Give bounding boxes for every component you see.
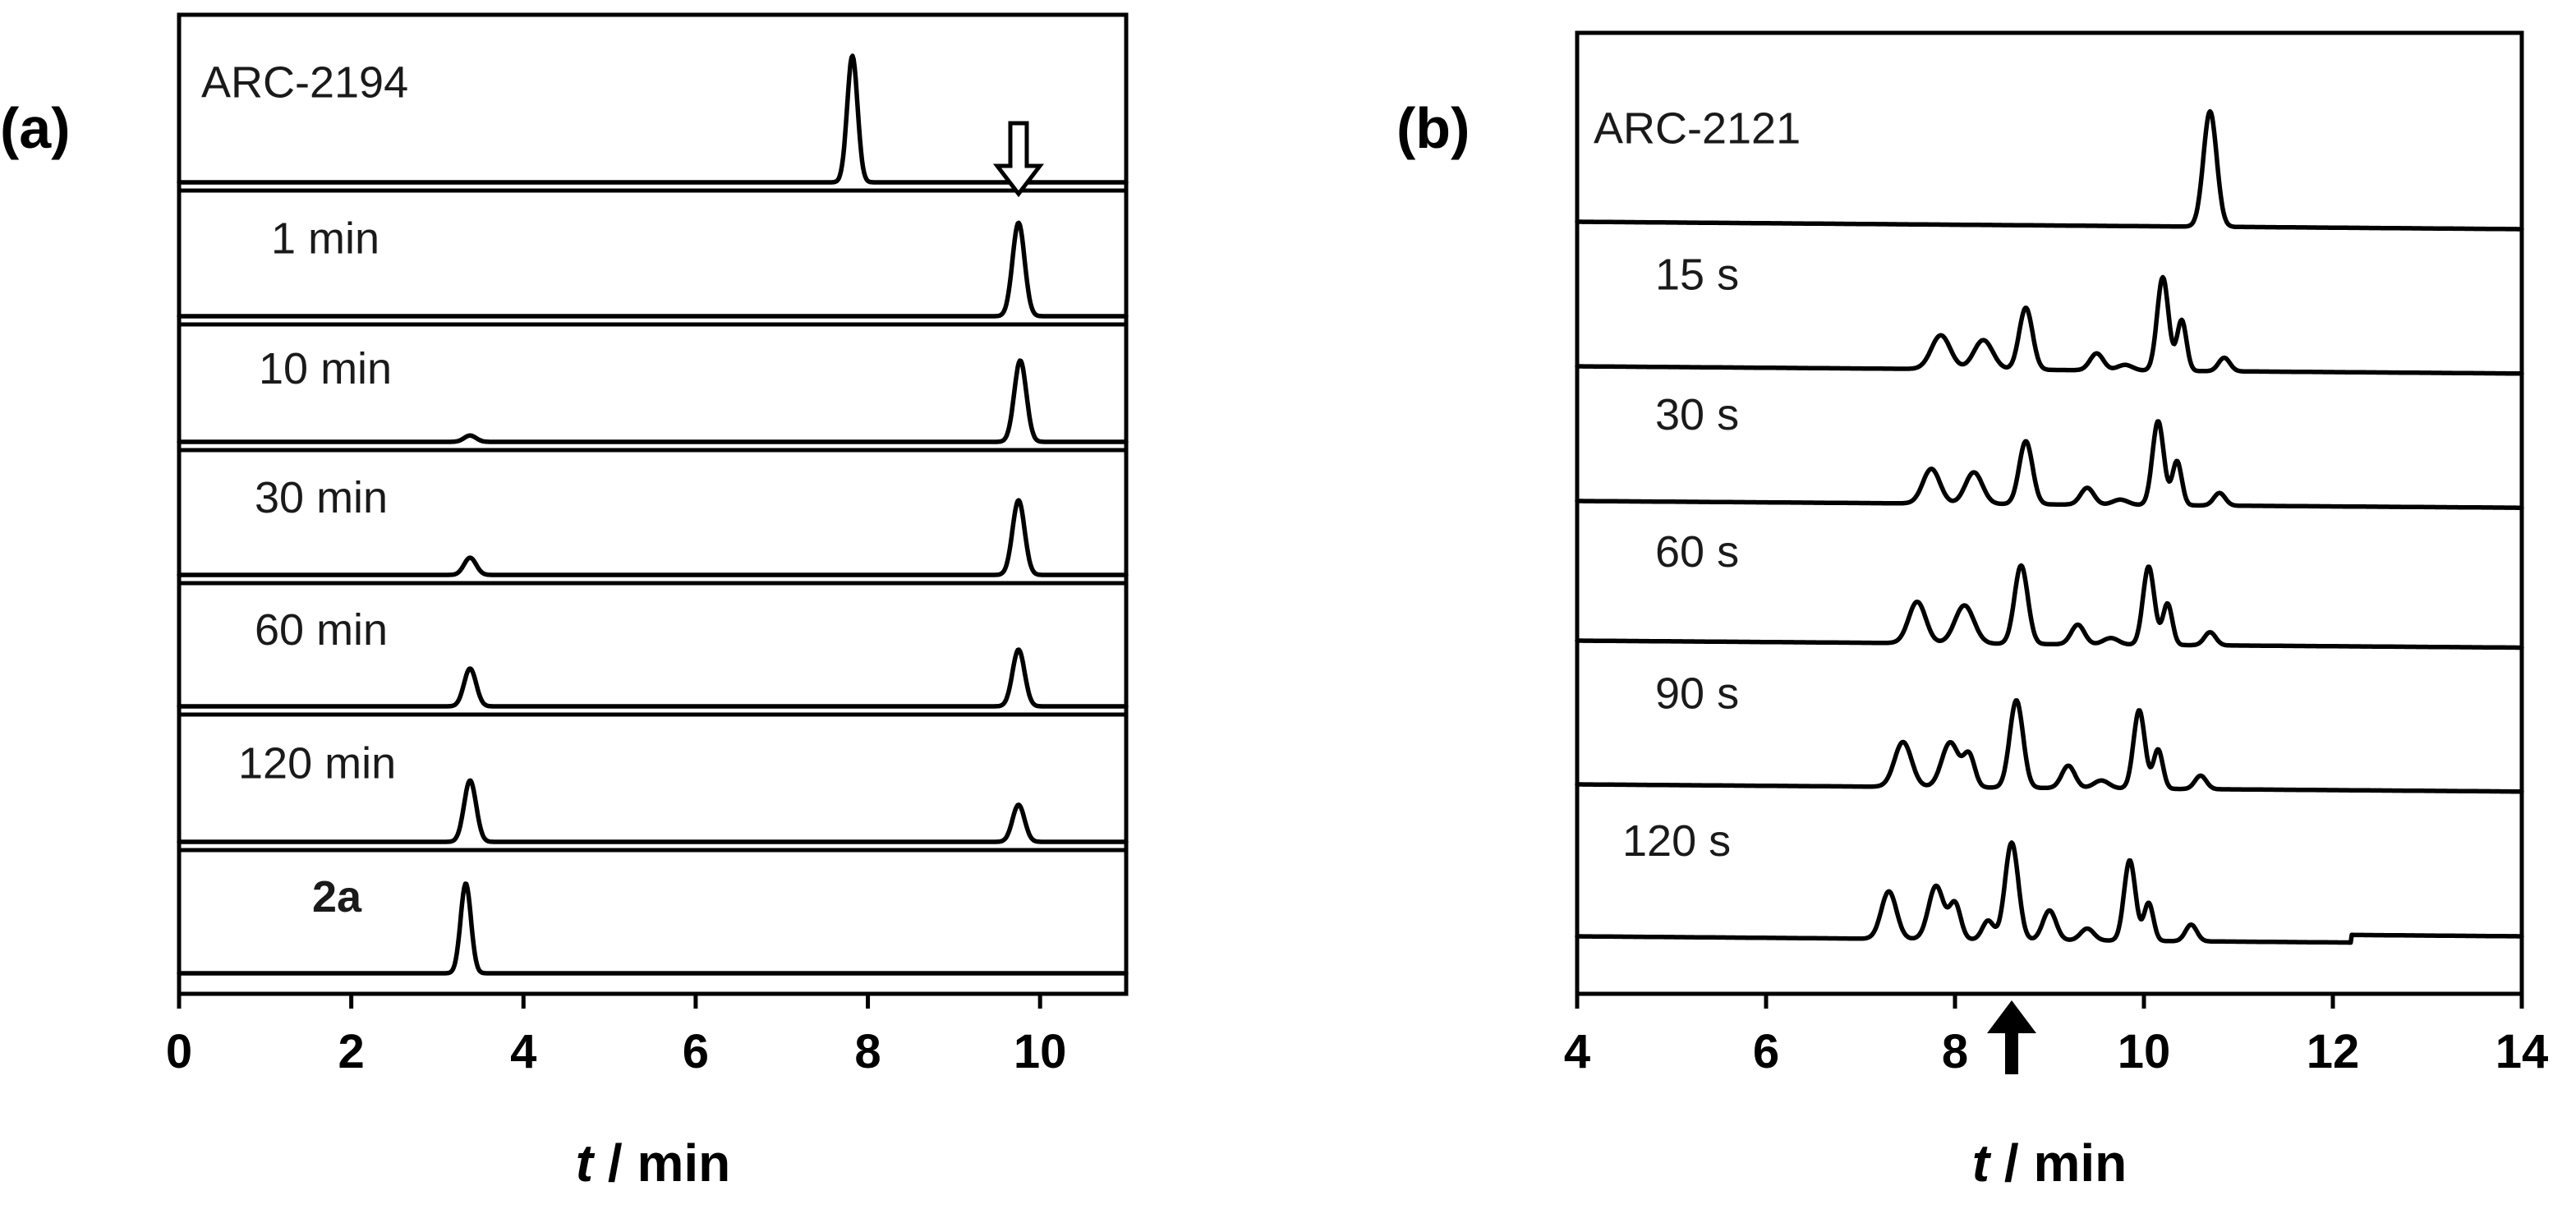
trace-line bbox=[1575, 419, 2524, 510]
trace-label: 10 min bbox=[259, 344, 392, 393]
trace-line bbox=[1575, 274, 2524, 376]
panel-b-frame bbox=[1575, 30, 2524, 996]
panel-a-x-axis-title: t / min bbox=[576, 1133, 730, 1193]
panel-b-x-axis-title-italic: t bbox=[1972, 1133, 1992, 1193]
trace-label: 90 s bbox=[1655, 669, 1739, 718]
panel-a-x-axis-title-rest: / min bbox=[593, 1133, 730, 1193]
panel-b-letter: (b) bbox=[1396, 96, 1470, 160]
x-tick-label: 10 bbox=[1014, 1025, 1067, 1078]
trace-line bbox=[177, 498, 1129, 577]
open-arrow-down-icon bbox=[992, 121, 1045, 198]
panel-a-separators bbox=[179, 188, 1126, 853]
x-tick-label: 0 bbox=[166, 1025, 192, 1078]
panel-a-x-axis-title-italic: t bbox=[576, 1133, 596, 1193]
trace-line bbox=[177, 881, 1129, 976]
panel-b-x-axis-title-rest: / min bbox=[1990, 1133, 2127, 1193]
x-tick-label: 6 bbox=[683, 1025, 709, 1078]
trace-line bbox=[1575, 563, 2524, 650]
panel-a-trace-labels: ARC-2194 1 min 10 min 30 min 60 min 120 min 2a bbox=[201, 58, 408, 922]
trace-line bbox=[177, 778, 1129, 844]
trace-line bbox=[177, 53, 1129, 185]
trace-label: 15 s bbox=[1655, 251, 1739, 300]
panel-b-marker bbox=[1987, 1000, 2036, 1074]
panel-a-traces bbox=[177, 53, 1129, 976]
x-tick-label: 4 bbox=[510, 1025, 536, 1078]
panel-b-x-ticks: 4 6 8 10 12 14 bbox=[1564, 994, 2548, 1078]
trace-label: 60 s bbox=[1655, 527, 1739, 577]
x-tick-label: 14 bbox=[2496, 1025, 2549, 1078]
trace-label: 30 min bbox=[255, 473, 388, 522]
x-tick-label: 2 bbox=[338, 1025, 365, 1078]
x-tick-label: 12 bbox=[2307, 1025, 2360, 1078]
trace-label: 120 min bbox=[238, 739, 396, 788]
trace-label: 1 min bbox=[271, 214, 380, 264]
trace-line bbox=[1575, 698, 2524, 794]
panel-a: (a) ARC-2194 1 min 10 min 30 min 60 min 120 m… bbox=[0, 12, 1129, 1193]
panel-a-marker bbox=[992, 121, 1045, 198]
trace-label: 2a bbox=[312, 872, 362, 922]
filled-arrow-up-icon bbox=[1987, 1000, 2036, 1074]
x-tick-label: 8 bbox=[1942, 1025, 1968, 1078]
x-tick-label: 6 bbox=[1753, 1025, 1779, 1078]
trace-label: 60 min bbox=[255, 605, 388, 655]
panel-b: (b) ARC-2121 15 s 30 s 60 s 90 s 120 s 4 6 8 10 1… bbox=[1396, 30, 2548, 1193]
trace-label: ARC-2194 bbox=[201, 58, 408, 108]
panel-a-frame bbox=[177, 12, 1129, 996]
trace-line bbox=[177, 647, 1129, 709]
x-tick-label: 10 bbox=[2118, 1025, 2171, 1078]
trace-line bbox=[1575, 108, 2524, 232]
panel-b-trace-labels: ARC-2121 15 s 30 s 60 s 90 s 120 s bbox=[1594, 104, 1801, 866]
trace-label: 120 s bbox=[1622, 816, 1731, 866]
trace-label: 30 s bbox=[1655, 390, 1739, 439]
x-tick-label: 8 bbox=[854, 1025, 881, 1078]
x-tick-label: 4 bbox=[1564, 1025, 1590, 1078]
trace-line bbox=[177, 358, 1129, 444]
trace-label: ARC-2121 bbox=[1594, 104, 1801, 154]
panel-a-letter: (a) bbox=[0, 96, 71, 160]
panel-b-x-axis-title: t / min bbox=[1972, 1133, 2127, 1193]
trace-line bbox=[1575, 840, 2524, 945]
trace-line bbox=[177, 220, 1129, 319]
panel-b-traces bbox=[1575, 108, 2524, 945]
panel-a-x-ticks: 0 2 4 6 8 10 bbox=[166, 994, 1067, 1078]
